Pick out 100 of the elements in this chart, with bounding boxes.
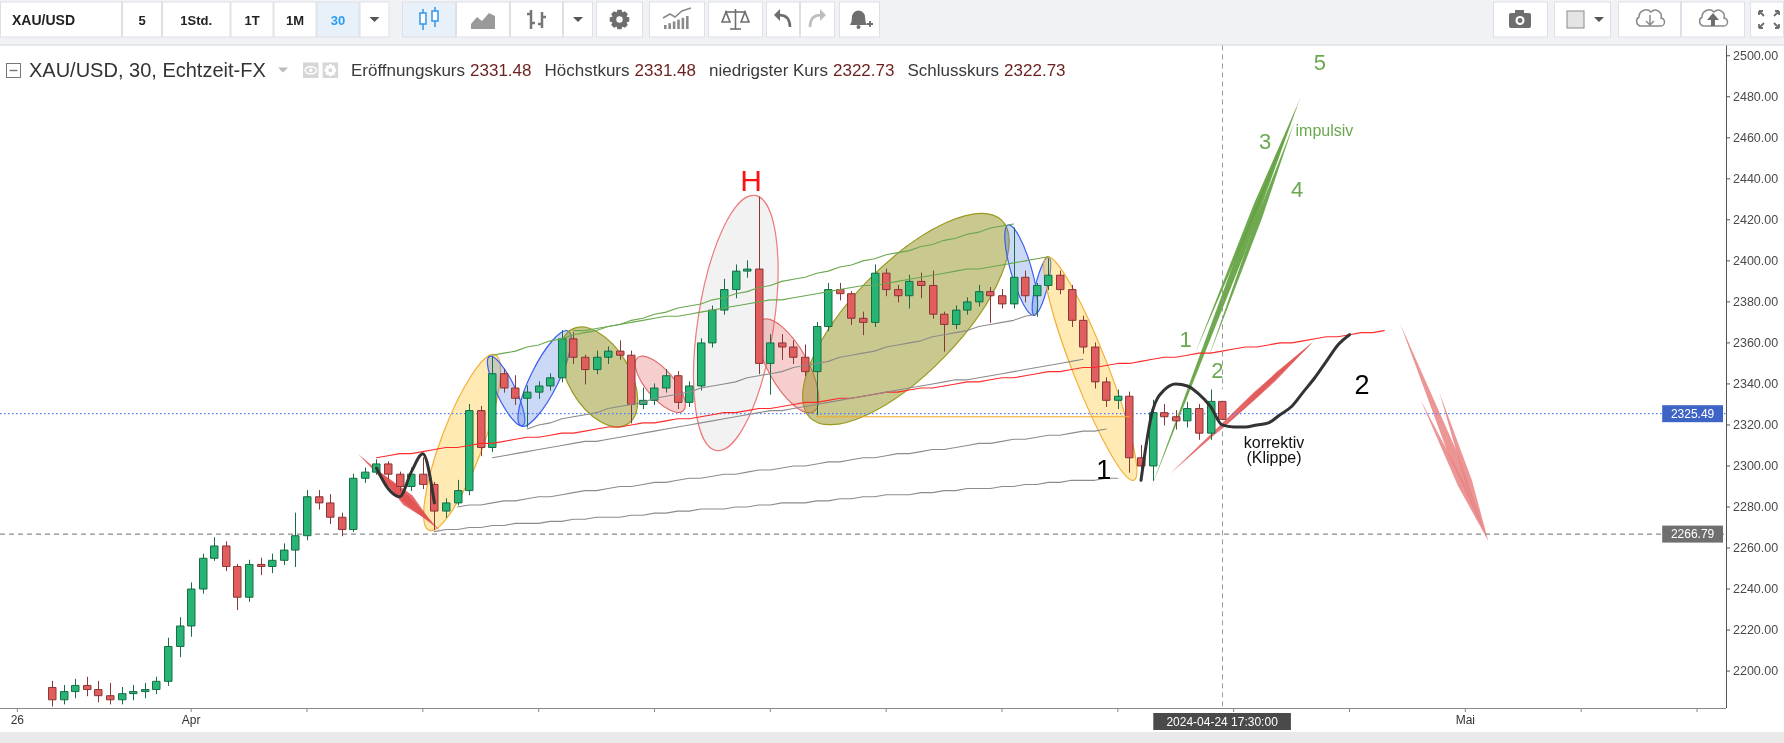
candlestick	[894, 284, 903, 303]
candlestick	[986, 287, 995, 323]
candlestick	[488, 356, 497, 453]
candlestick	[60, 684, 69, 705]
candlestick	[315, 490, 324, 510]
text: 1T	[244, 12, 260, 28]
candlestick	[940, 311, 949, 352]
candlestick	[1021, 270, 1030, 303]
candlestick	[280, 543, 289, 565]
candlestick	[511, 375, 520, 405]
y-tick-label: 2460.00	[1733, 131, 1779, 146]
candlestick	[1033, 282, 1042, 317]
candlestick	[291, 512, 300, 567]
candlestick	[268, 553, 277, 574]
annotation: 2	[1211, 357, 1224, 383]
candlestick	[871, 264, 880, 327]
candlestick	[1044, 258, 1053, 291]
y-tick-label: 2320.00	[1733, 418, 1779, 433]
candlestick	[732, 264, 741, 299]
y-tick-label: 2200.00	[1733, 664, 1779, 679]
candlestick	[708, 305, 717, 348]
ref-line-label: 2325.49	[1670, 406, 1715, 421]
candlestick	[396, 471, 405, 492]
candlestick	[662, 369, 671, 393]
candlestick	[118, 686, 127, 705]
candlestick	[83, 676, 92, 697]
text: 5	[138, 12, 146, 28]
line-series	[374, 452, 436, 505]
candlestick	[546, 373, 555, 391]
candlestick	[1125, 391, 1134, 473]
candlestick	[604, 346, 613, 364]
y-tick-label: 2440.00	[1733, 172, 1779, 187]
candlestick	[176, 617, 185, 658]
candlestick	[1172, 410, 1181, 430]
line-series	[1139, 333, 1352, 482]
candlestick	[361, 467, 370, 483]
x-tick-label: Mai	[1455, 713, 1476, 727]
annotation: 4	[1290, 176, 1304, 202]
candlestick	[813, 321, 822, 416]
candlestick	[349, 473, 358, 533]
line-series	[491, 358, 1084, 459]
y-tick-label: 2380.00	[1733, 295, 1779, 310]
candlestick	[442, 498, 451, 518]
y-tick-label: 2240.00	[1733, 582, 1779, 597]
y-tick-label: 2260.00	[1733, 541, 1779, 556]
candlestick	[674, 371, 683, 410]
candlestick	[755, 196, 764, 375]
candlestick	[975, 284, 984, 307]
candlestick	[1160, 403, 1169, 426]
candlestick	[1102, 377, 1111, 407]
candlestick	[465, 403, 474, 496]
candlestick	[187, 582, 196, 637]
annotation: H	[740, 163, 762, 197]
candlestick	[535, 381, 544, 399]
candlestick	[141, 682, 150, 699]
candlestick	[384, 461, 393, 479]
x-tick-label: 2024-04-24 17:30:00	[1166, 714, 1279, 729]
y-tick-label: 2220.00	[1733, 623, 1779, 638]
annotation: 2	[1354, 369, 1370, 400]
candlestick	[558, 330, 567, 383]
candlestick	[882, 268, 891, 297]
candlestick	[1079, 315, 1088, 354]
y-tick-label: 2500.00	[1733, 49, 1779, 64]
text: XAU/USD, 30, Echtzeit-FX	[29, 59, 266, 81]
candlestick	[245, 559, 254, 602]
annotation: 1	[1096, 455, 1112, 485]
candlestick	[48, 680, 57, 707]
y-tick-label: 2280.00	[1733, 500, 1779, 515]
y-tick-label: 2400.00	[1733, 254, 1779, 269]
candlestick	[917, 272, 926, 299]
annotation: 5	[1313, 49, 1326, 75]
ref-line-label: 2266.79	[1670, 527, 1715, 542]
candlestick	[824, 282, 833, 332]
candlestick	[743, 260, 752, 278]
candlestick	[847, 291, 856, 325]
candlestick	[998, 289, 1007, 309]
candlestick	[210, 537, 219, 561]
candlestick	[1218, 400, 1227, 420]
candlestick	[952, 305, 961, 330]
candlestick	[697, 338, 706, 391]
candlestick	[71, 678, 80, 699]
text: 1Std.	[180, 12, 213, 28]
text: Eröffnungskurs 2331.48 Höchstkurs 2331.48 niedrigster Kurs 2322.73 Schlusskurs 2322.73	[351, 61, 1066, 80]
y-tick-label: 2480.00	[1733, 90, 1779, 105]
candlestick	[1183, 401, 1192, 428]
candlestick	[419, 457, 428, 490]
annotation: korrektiv (Klippe)	[1243, 433, 1305, 466]
candlestick	[1056, 270, 1065, 295]
candlestick	[1010, 227, 1019, 309]
candlestick	[326, 494, 335, 524]
candlestick	[164, 637, 173, 686]
candlestick	[233, 563, 242, 611]
candlestick	[1149, 399, 1158, 481]
candlestick	[1195, 403, 1204, 440]
candlestick	[338, 512, 347, 537]
candlestick	[129, 684, 138, 701]
candlestick	[199, 553, 208, 594]
candlestick	[593, 350, 602, 375]
line-series	[526, 313, 1038, 430]
candlestick	[1114, 389, 1123, 410]
